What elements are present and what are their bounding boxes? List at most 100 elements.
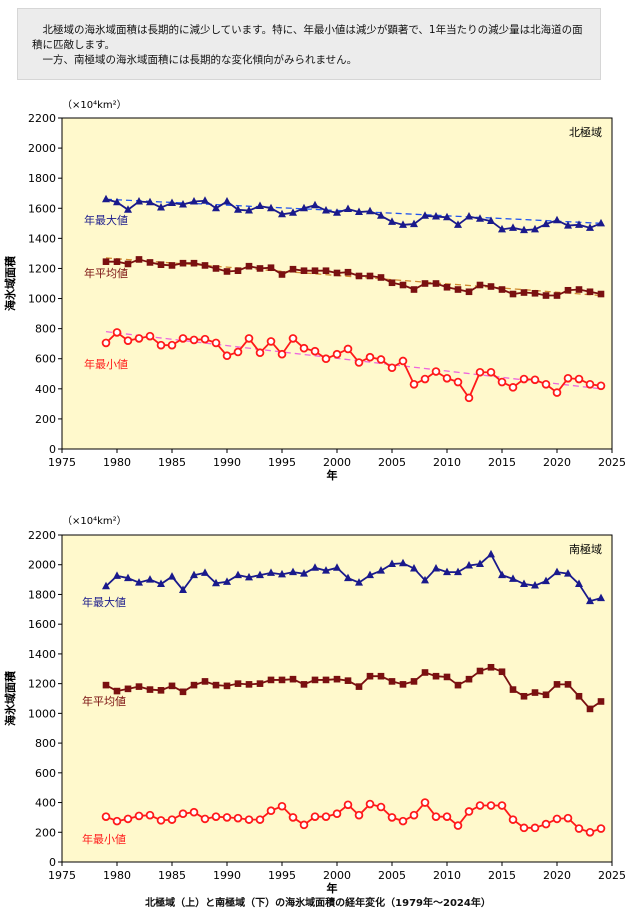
antarctic-point (421, 669, 429, 676)
antarctic-point (288, 813, 298, 822)
arctic-point (289, 208, 297, 216)
antarctic-y-tick-label: 2200 (28, 529, 56, 542)
arctic-y-tick-label: 1000 (28, 293, 56, 306)
antarctic-point (256, 570, 264, 579)
antarctic-point (575, 692, 583, 700)
arctic-x-tick-label: 2000 (323, 456, 351, 469)
arctic-point (541, 380, 551, 389)
arctic-point (145, 331, 155, 341)
antarctic-series-0: 年最大値 (82, 549, 605, 609)
arctic-point (597, 290, 605, 298)
arctic-point (597, 218, 605, 227)
antarctic-point (200, 814, 210, 824)
antarctic-point (410, 678, 418, 685)
arctic-point (388, 217, 396, 225)
antarctic-point (124, 685, 132, 693)
arctic-point (223, 197, 231, 205)
arctic-point (124, 205, 132, 213)
antarctic-x-tick-label: 2015 (488, 869, 516, 882)
antarctic-point (508, 815, 518, 824)
arctic-point (288, 334, 298, 343)
antarctic-x-tick-label: 1990 (213, 869, 241, 882)
arctic-point (343, 344, 353, 354)
antarctic-point (223, 577, 231, 585)
arctic-point (178, 334, 188, 343)
arctic-point (409, 380, 419, 389)
antarctic-point (432, 563, 440, 572)
arctic-point (156, 340, 166, 350)
arctic-point (530, 375, 540, 385)
arctic-point (487, 283, 495, 290)
antarctic-point (596, 824, 606, 833)
antarctic-point (432, 672, 440, 680)
antarctic-point (377, 672, 385, 680)
arctic-point (443, 212, 451, 221)
antarctic-point (222, 813, 232, 822)
antarctic-point (475, 801, 485, 810)
antarctic-point (321, 812, 331, 821)
antarctic-point (277, 801, 287, 811)
arctic-trend-line-2 (105, 330, 602, 390)
antarctic-point (388, 559, 396, 567)
antarctic-point (101, 812, 111, 821)
antarctic-y-tick-label: 1200 (28, 678, 56, 691)
arctic-point (322, 206, 330, 214)
arctic-point (256, 201, 264, 210)
arctic-point (410, 219, 418, 228)
antarctic-point (443, 567, 451, 576)
antarctic-point (476, 559, 484, 567)
antarctic-chart: 0 200 400 600 800 1000 1200 1400 1600 1800 2000 220… (3, 515, 626, 895)
antarctic-point (431, 812, 441, 821)
antarctic-x-axis-label: 年 (327, 881, 338, 895)
arctic-point (388, 279, 396, 287)
arctic-point (355, 207, 363, 216)
arctic-point (498, 286, 506, 293)
antarctic-point (399, 681, 407, 688)
antarctic-y-tick-label: 1600 (28, 618, 56, 631)
arctic-point (135, 256, 143, 263)
arctic-point (167, 340, 177, 350)
antarctic-point (509, 574, 517, 582)
antarctic-point (179, 688, 187, 696)
summary-note: 北極域の海氷域面積は長期的に減少しています。特に、年最小値は減少が顕著で、1年当… (17, 8, 601, 80)
arctic-point (168, 198, 176, 207)
antarctic-point (563, 813, 573, 823)
antarctic-point (531, 581, 539, 589)
arctic-point (289, 265, 297, 273)
antarctic-point (223, 682, 231, 690)
arctic-point (509, 223, 517, 231)
arctic-point (476, 214, 484, 222)
arctic-y-tick-label: 200 (35, 413, 56, 426)
antarctic-point (476, 667, 484, 675)
antarctic-point (333, 563, 341, 571)
antarctic-point (245, 572, 253, 581)
arctic-y-tick-label: 1600 (28, 202, 56, 215)
arctic-point (310, 346, 320, 356)
antarctic-point (167, 815, 177, 824)
antarctic-point (486, 801, 496, 810)
arctic-point (322, 267, 330, 275)
antarctic-point (178, 809, 188, 818)
arctic-point (113, 197, 121, 206)
antarctic-x-tick-label: 2025 (598, 869, 626, 882)
antarctic-point (245, 681, 253, 688)
antarctic-point (211, 812, 221, 821)
antarctic-point (454, 567, 462, 576)
antarctic-point (256, 680, 264, 687)
arctic-point (267, 264, 275, 272)
arctic-x-tick-label: 2020 (543, 456, 571, 469)
antarctic-point (189, 807, 199, 817)
antarctic-point (597, 698, 605, 705)
antarctic-point (586, 705, 594, 713)
antarctic-point (179, 585, 187, 593)
antarctic-y-tick-label: 1000 (28, 707, 56, 720)
arctic-x-tick-label: 1975 (48, 456, 76, 469)
arctic-point (179, 259, 187, 267)
arctic-point (454, 220, 462, 228)
antarctic-y-tick-label: 1400 (28, 648, 56, 661)
arctic-point (234, 267, 242, 275)
antarctic-point (564, 569, 572, 577)
arctic-point (421, 280, 429, 287)
antarctic-point (520, 579, 528, 588)
antarctic-y-tick-label: 200 (35, 826, 56, 839)
